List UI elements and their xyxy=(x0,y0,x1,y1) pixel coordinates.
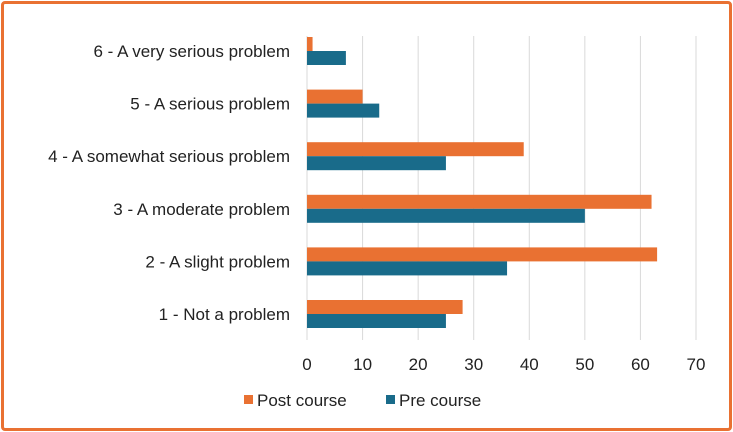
bar-pre-course xyxy=(307,51,346,65)
bar-pre-course xyxy=(307,208,585,223)
x-tick-label: 60 xyxy=(631,355,650,374)
bar-post-course xyxy=(307,142,524,157)
bar-pre-course xyxy=(307,261,508,276)
bar-post-course xyxy=(307,247,658,262)
category-label: 3 - A moderate problem xyxy=(113,200,290,219)
bar-pre-course xyxy=(307,103,380,118)
bar-post-course xyxy=(307,194,652,209)
category-label: 5 - A serious problem xyxy=(130,95,290,114)
bar-post-course xyxy=(307,300,463,314)
x-tick-label: 50 xyxy=(575,355,594,374)
bar-post-course xyxy=(307,37,313,51)
category-label: 6 - A very serious problem xyxy=(93,42,290,61)
category-label: 4 - A somewhat serious problem xyxy=(48,147,290,166)
x-tick-label: 40 xyxy=(520,355,539,374)
bar-pre-course xyxy=(307,156,446,171)
bar-post-course xyxy=(307,89,363,104)
bar-pre-course xyxy=(307,314,446,328)
x-tick-label: 30 xyxy=(464,355,483,374)
legend-swatch xyxy=(386,395,395,404)
legend-label: Post course xyxy=(257,391,347,410)
x-tick-label: 70 xyxy=(687,355,706,374)
category-label: 1 - Not a problem xyxy=(159,305,290,324)
x-tick-label: 20 xyxy=(409,355,428,374)
legend-swatch xyxy=(244,395,253,404)
legend-label: Pre course xyxy=(399,391,481,410)
x-tick-label: 0 xyxy=(302,355,311,374)
x-tick-label: 10 xyxy=(353,355,372,374)
category-label: 2 - A slight problem xyxy=(145,252,290,271)
